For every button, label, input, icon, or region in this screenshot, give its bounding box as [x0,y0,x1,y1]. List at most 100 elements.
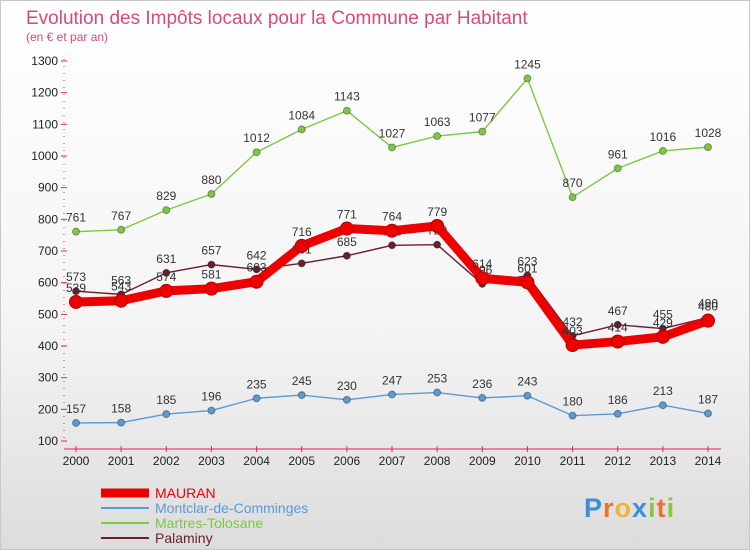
data-label-martres-tolosane: 1245 [514,57,541,71]
x-tick-label: 2008 [424,454,451,468]
data-point-mauran [385,223,399,238]
data-point-montclar-de-comminges [207,406,216,415]
data-label-montclar-de-comminges: 157 [66,402,86,416]
data-point-martres-tolosane [613,164,622,173]
logo-letter: r [603,493,615,523]
data-label-martres-tolosane: 1028 [695,126,722,140]
x-tick-label: 2014 [695,454,722,468]
x-tick-label: 2002 [153,454,180,468]
data-label-montclar-de-comminges: 230 [337,379,357,393]
data-point-palaminy [162,268,171,277]
data-point-mauran [114,293,129,308]
data-label-mauran: 716 [292,225,312,239]
data-label-mauran: 764 [382,210,402,224]
data-label-martres-tolosane: 1084 [288,108,315,122]
data-point-mauran [475,271,490,286]
y-tick-label: 1100 [32,117,58,131]
data-point-montclar-de-comminges [388,390,396,399]
data-point-mauran [204,281,219,296]
data-label-mauran: 403 [563,324,583,338]
data-label-montclar-de-comminges: 247 [382,373,402,387]
data-label-mauran: 603 [247,261,267,275]
data-label-palaminy: 623 [517,254,537,268]
data-point-montclar-de-comminges [162,410,171,419]
data-label-montclar-de-comminges: 213 [653,384,673,398]
data-label-palaminy: 563 [111,273,131,287]
data-point-montclar-de-comminges [433,388,442,397]
data-point-mauran [655,329,670,344]
chart-title: Evolution des Impôts locaux pour la Comm… [26,8,528,29]
data-point-mauran [701,313,715,328]
chart-subtitle: (en € et par an) [26,30,108,44]
data-label-montclar-de-comminges: 185 [156,393,176,407]
data-label-mauran: 601 [517,261,537,275]
data-label-martres-tolosane: 880 [201,173,221,187]
y-tick-label: 800 [38,212,58,226]
data-label-palaminy: 490 [698,297,718,311]
data-label-palaminy: 573 [66,270,86,284]
data-label-montclar-de-comminges: 235 [247,377,267,391]
data-point-palaminy [613,320,622,329]
legend-label-martres-tolosane: Martres-Tolosane [155,515,263,531]
y-tick-label: 300 [38,371,58,385]
data-point-montclar-de-comminges [704,409,712,418]
logo-letter: t [657,493,667,523]
x-tick-label: 2000 [63,454,90,468]
data-label-montclar-de-comminges: 253 [427,372,447,386]
x-tick-label: 2005 [288,454,315,468]
data-point-martres-tolosane [162,206,171,215]
data-label-mauran: 771 [337,208,357,222]
data-label-palaminy: 432 [563,315,583,329]
y-tick-label: 400 [38,339,58,353]
y-tick-label: 600 [38,276,58,290]
data-point-martres-tolosane [252,148,261,157]
legend-label-palaminy: Palaminy [155,530,213,546]
data-point-montclar-de-comminges [297,391,306,400]
data-label-martres-tolosane: 767 [111,209,131,223]
data-label-palaminy: 685 [337,235,357,249]
y-tick-label: 100 [38,434,58,448]
data-label-montclar-de-comminges: 196 [201,390,221,404]
data-label-montclar-de-comminges: 187 [698,392,718,406]
logo-letter: i [667,493,676,523]
data-label-martres-tolosane: 961 [608,147,628,161]
x-tick-label: 2007 [379,454,406,468]
data-label-palaminy: 657 [201,244,221,258]
data-point-martres-tolosane [342,106,351,115]
data-point-montclar-de-comminges [523,391,532,400]
data-label-mauran: 539 [66,281,86,295]
y-tick-label: 200 [38,402,58,416]
data-label-martres-tolosane: 1077 [469,111,496,125]
data-label-martres-tolosane: 1016 [650,130,677,144]
data-label-montclar-de-comminges: 180 [563,395,583,409]
data-point-martres-tolosane [117,225,126,234]
y-tick-label: 500 [38,307,58,321]
data-point-mauran [430,218,445,233]
data-point-montclar-de-comminges [658,401,667,410]
data-label-mauran: 614 [472,257,492,271]
data-point-mauran [159,283,174,298]
data-label-palaminy: 455 [653,308,673,322]
data-point-martres-tolosane [388,143,396,152]
data-label-palaminy: 642 [247,248,267,262]
data-point-montclar-de-comminges [252,394,261,403]
data-point-mauran [565,338,580,353]
data-label-mauran: 574 [156,270,176,284]
legend-label-montclar-de-comminges: Montclar-de-Comminges [155,500,308,516]
logo-letter: x [632,493,648,523]
data-label-montclar-de-comminges: 186 [608,393,628,407]
data-label-mauran: 543 [111,280,131,294]
data-point-palaminy [72,287,80,296]
data-point-mauran [610,334,625,349]
data-label-montclar-de-comminges: 243 [517,375,537,389]
data-point-martres-tolosane [297,125,306,134]
data-point-palaminy [297,259,306,268]
x-tick-label: 2006 [334,454,361,468]
data-point-martres-tolosane [568,193,577,202]
data-point-mauran [294,238,309,253]
logo-letter: o [615,493,633,523]
y-tick-label: 700 [38,244,58,258]
data-label-palaminy: 631 [156,252,176,266]
data-label-martres-tolosane: 1143 [334,90,360,104]
